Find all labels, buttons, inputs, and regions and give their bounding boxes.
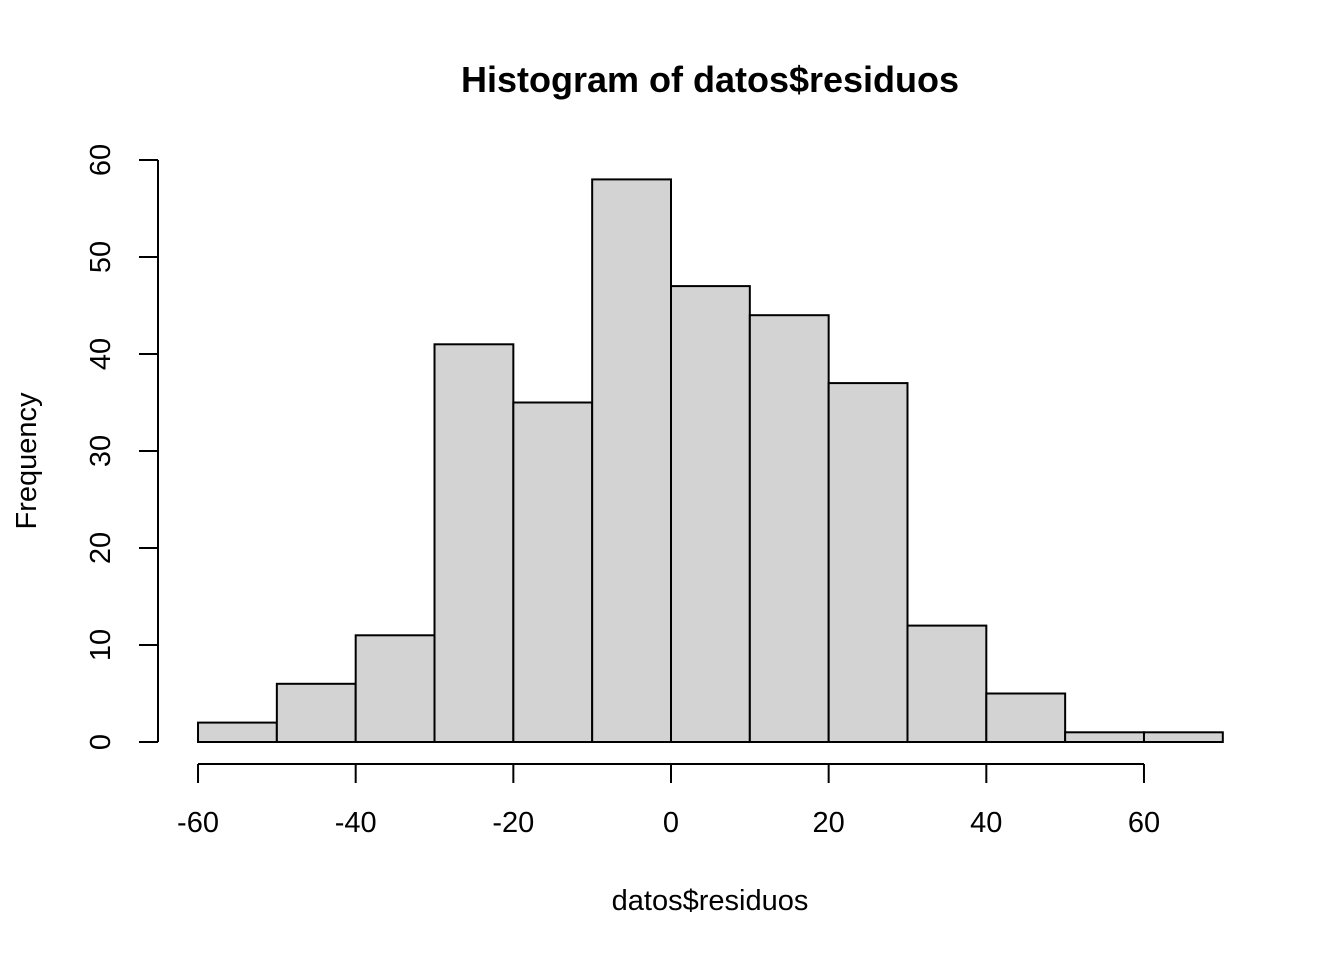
bars-group [197,178,1224,743]
x-tick-label: 20 [813,807,845,839]
histogram-bar-9 [906,624,988,743]
y-axis: 0 10 20 30 40 50 60 [85,144,159,750]
histogram-bar-10 [985,692,1067,743]
histogram-bar-3 [433,343,515,743]
y-tick-label: 40 [85,338,117,370]
x-tick-label: -20 [492,807,534,839]
histogram-bar-2 [354,634,436,743]
histogram-bar-6 [670,285,751,743]
y-tick-label: 60 [85,144,117,176]
histogram-bar-11 [1064,731,1145,743]
y-tick-label: 0 [85,734,117,750]
x-tick-label: 0 [663,807,679,839]
chart-title: Histogram of datos$residuos [461,59,959,100]
histogram-bar-1 [275,682,357,743]
x-tick-label: -40 [335,807,377,839]
histogram-bar-7 [748,314,830,743]
histogram-bar-5 [591,178,672,743]
x-tick-label: 60 [1128,807,1160,839]
x-axis: -60 -40 -20 0 20 40 60 [177,763,1160,839]
x-tick-label: 40 [970,807,1002,839]
histogram-bar-8 [827,382,909,743]
y-tick-label: 20 [85,532,117,564]
x-tick-label: -60 [177,807,219,839]
histogram-bar-4 [512,401,594,743]
y-tick-label: 10 [85,629,117,661]
histogram-bar-0 [197,721,278,743]
y-axis-label: Frequency [11,392,43,530]
y-tick-label: 50 [85,241,117,273]
x-axis-label: datos$residuos [612,885,809,917]
y-tick-label: 30 [85,435,117,467]
histogram-bar-12 [1142,731,1224,743]
